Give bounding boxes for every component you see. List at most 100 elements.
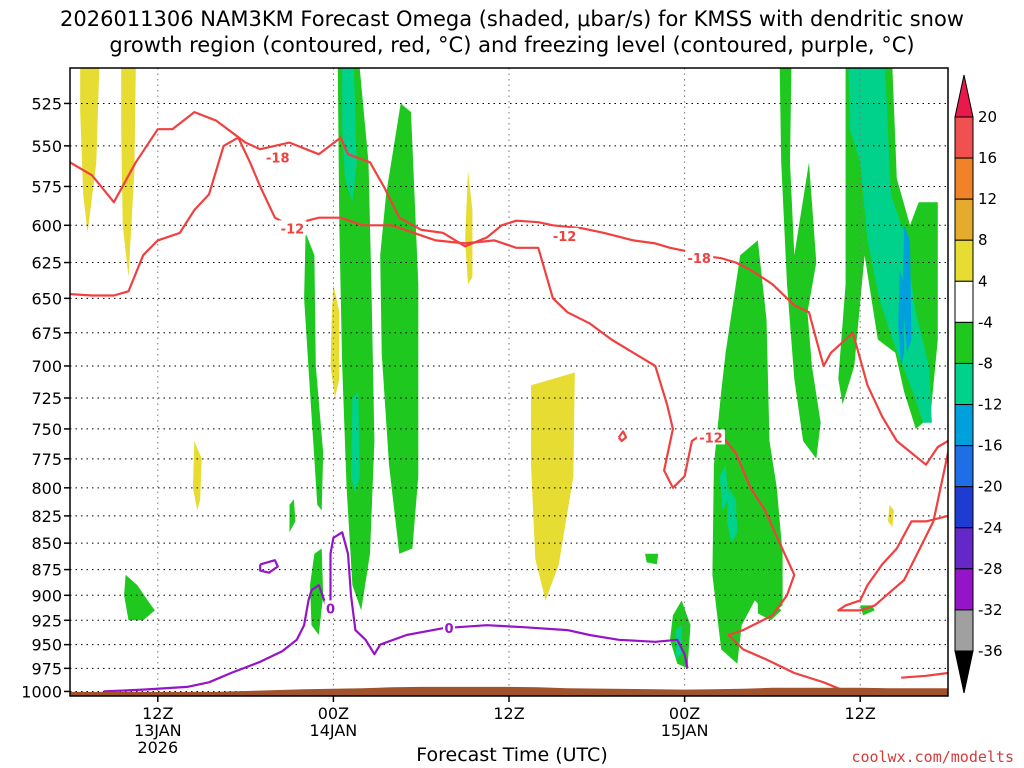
contour-label-3: -12: [553, 230, 577, 245]
x-tick-label-6-2: 2026: [137, 738, 178, 757]
omega-region-22: [719, 464, 729, 511]
omega-region-9: [380, 103, 419, 554]
colorbar-swatch-7: [954, 404, 974, 447]
contour-minus18: [70, 111, 948, 466]
x-tick-label-42-0: 00Z: [669, 704, 700, 723]
contour-label-bg-5: [324, 600, 337, 616]
y-tick-label-950: 950: [31, 636, 62, 655]
x-tick-label-42-1: 15JAN: [661, 721, 709, 740]
colorbar-bottom-arrow: [954, 650, 974, 694]
y-tick-label-600: 600: [31, 216, 62, 235]
colorbar-label-2: 12: [978, 190, 997, 208]
y-tick-label-825: 825: [31, 507, 62, 526]
colorbar-swatch-8: [954, 445, 974, 488]
x-tick-label-30-0: 12Z: [493, 704, 524, 723]
omega-region-23: [727, 487, 738, 544]
omega-region-27: [898, 269, 905, 366]
contour-label-bg-2: [278, 220, 307, 236]
omega-region-15: [712, 240, 783, 664]
y-tick-label-700: 700: [31, 357, 62, 376]
x-tick-label-18-1: 14JAN: [310, 721, 358, 740]
colorbar-swatch-9: [954, 486, 974, 529]
colorbar-swatch-10: [954, 527, 974, 570]
colorbar-label-10: -24: [978, 519, 1003, 537]
contour-label-bg-3: [550, 227, 579, 243]
contour-minus12-small-loop: [617, 430, 628, 443]
colorbar-swatch-3: [954, 239, 974, 282]
y-tick-label-975: 975: [31, 659, 62, 678]
y-tick-label-750: 750: [31, 420, 62, 439]
y-tick-label-725: 725: [31, 389, 62, 408]
colorbar-swatch-11: [954, 568, 974, 611]
contour-minus12-surface: [901, 671, 948, 679]
x-tick-label-54-0: 12Z: [845, 704, 876, 723]
omega-region-13: [645, 553, 659, 565]
colorbar-label-7: -12: [978, 396, 1003, 414]
omega-region-21: [351, 391, 360, 494]
colorbar-label-11: -28: [978, 560, 1003, 578]
omega-region-3: [330, 284, 340, 398]
contour-label-5: 0: [326, 602, 335, 617]
colorbar-top-arrow: [954, 74, 974, 118]
omega-region-2: [192, 441, 202, 511]
contour-label-6: 0: [444, 622, 453, 637]
omega-region-7: [304, 232, 324, 511]
contour-minus12: [70, 136, 847, 693]
y-tick-label-675: 675: [31, 324, 62, 343]
colorbar-label-3: 8: [978, 231, 988, 249]
omega-region-4: [465, 170, 473, 285]
y-tick-label-1000: 1000: [21, 682, 62, 701]
terrain-fill: [70, 686, 948, 696]
contour-label-bg-4: [696, 429, 725, 445]
contour-label-bg-0: [263, 149, 292, 165]
contour-minus12-right: [837, 452, 948, 612]
title-line-1: 2026011306 NAM3KM Forecast Omega (shaded…: [60, 7, 964, 31]
contour-label-bg-6: [443, 620, 456, 636]
y-tick-label-900: 900: [31, 586, 62, 605]
colorbar-label-9: -20: [978, 478, 1003, 496]
colorbar-label-6: -8: [978, 354, 993, 372]
colorbar-label-12: -32: [978, 601, 1003, 619]
contour-label-bg-1: [685, 250, 714, 266]
colorbar-swatch-5: [954, 321, 974, 364]
chart-title: 2026011306 NAM3KM Forecast Omega (shaded…: [0, 6, 1024, 58]
colorbar-label-13: -36: [978, 642, 1003, 660]
colorbar-label-8: -16: [978, 437, 1003, 455]
contour-label-0: -18: [266, 151, 290, 166]
colorbar-swatch-4: [954, 280, 974, 323]
terrain-ground: [70, 686, 948, 696]
omega-region-0: [80, 68, 100, 233]
y-tick-label-525: 525: [31, 94, 62, 113]
omega-region-11: [310, 548, 324, 635]
colorbar-swatch-0: [954, 116, 974, 159]
omega-region-10: [289, 499, 296, 533]
colorbar-swatch-12: [954, 609, 974, 652]
omega-region-1: [121, 68, 136, 277]
colorbar-swatch-2: [954, 198, 974, 241]
contour-label-2: -12: [281, 222, 305, 237]
contour-label-4: -12: [699, 431, 723, 446]
contour-freezing-loop: [259, 559, 279, 574]
x-tick-label-6-0: 12Z: [142, 704, 173, 723]
y-tick-label-650: 650: [31, 289, 62, 308]
contour-label-1: -18: [687, 252, 711, 267]
y-tick-label-575: 575: [31, 177, 62, 196]
temperature-contours: -18 -18 -12 -12 -12 0 0: [70, 111, 948, 693]
y-tick-label-775: 775: [31, 450, 62, 469]
colorbar-label-5: -4: [978, 313, 993, 331]
omega-region-12: [124, 574, 155, 621]
omega-region-17: [757, 595, 782, 621]
omega-region-8: [337, 68, 375, 611]
y-tick-label-800: 800: [31, 479, 62, 498]
colorbar-label-4: 4: [978, 272, 988, 290]
colorbar-label-0: 20: [978, 108, 997, 126]
y-tick-label-550: 550: [31, 137, 62, 156]
colorbar-label-1: 16: [978, 149, 997, 167]
title-line-2: growth region (contoured, red, °C) and f…: [109, 33, 915, 57]
y-axis: 525 550 575 600 625 650 675 700 725 750 775 800 825 8…: [21, 94, 70, 701]
x-tick-label-6-1: 13JAN: [134, 721, 182, 740]
credit-text: coolwx.com/modelts: [851, 748, 1014, 766]
grid-lines: [70, 68, 948, 696]
y-tick-label-850: 850: [31, 534, 62, 553]
